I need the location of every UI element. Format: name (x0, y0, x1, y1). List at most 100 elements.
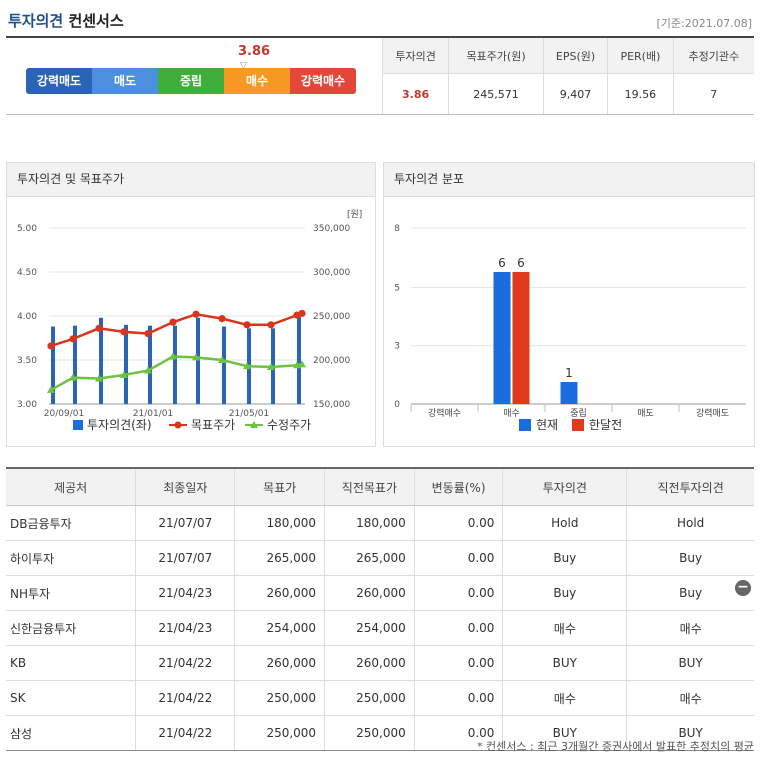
y-right-tick-label: 200,000 (313, 356, 350, 366)
y-right-tick-label: 150,000 (313, 400, 350, 410)
consensus-header: 투자의견 (381, 38, 449, 74)
consensus-header: 추정기관수 (672, 38, 754, 74)
y-tick-label: 0 (394, 400, 400, 410)
table-cell: KB (6, 645, 136, 681)
table-cell: 254,000 (324, 610, 415, 646)
table-cell: 0.00 (413, 575, 503, 611)
scale-buy: 매수 (224, 68, 290, 94)
table-row: 삼성 21/04/22 250,000 250,000 0.00 BUY BUY (6, 715, 754, 751)
target-price-point (95, 324, 103, 332)
column-header: 직전목표가 (324, 467, 415, 506)
table-cell: 매수 (502, 680, 627, 716)
consensus-per-value: 19.56 (607, 73, 674, 115)
table-cell: 180,000 (324, 505, 415, 541)
legend-label: 한달전 (589, 418, 622, 432)
table-cell: 21/07/07 (135, 540, 235, 576)
legend-swatch (519, 419, 531, 431)
table-cell: 250,000 (324, 715, 415, 751)
target-price-point (267, 321, 275, 329)
adjusted-price-line (50, 355, 303, 392)
table-cell: 21/04/22 (135, 715, 235, 751)
target-price-point (298, 309, 306, 317)
opinion-target-chart: 5.00 4.50 4.00 3.50 3.00 350,000 300,000 250,00… (17, 209, 362, 432)
broker-table: 제공처 최종일자 목표가 직전목표가 변동률(%) 투자의견 직전투자의견 DB금융투자 21… (6, 467, 754, 751)
table-cell: 0.00 (413, 680, 503, 716)
opinion-distribution-chart-panel: 투자의견 분포 8 5 3 0 강력매수 매수 6 6 중립 1 매도 강력매도 현재 한달전 (383, 162, 755, 447)
opinion-bar (124, 324, 128, 404)
y-right-tick-label: 300,000 (313, 268, 350, 278)
section-divider (6, 114, 754, 115)
adjusted-price-point (218, 356, 226, 363)
column-header: 직전투자의견 (626, 467, 754, 506)
reference-date: [기준:2021.07.08] (656, 17, 752, 30)
legend-swatch (73, 420, 83, 430)
bar-value-label: 6 (517, 256, 525, 270)
table-cell: 250,000 (324, 680, 415, 716)
target-price-line (50, 312, 303, 348)
table-cell: 0.00 (413, 540, 503, 576)
opinion-target-chart-panel: 투자의견 및 목표주가 5.00 4.50 4.00 3.50 3.00 350,000 3… (6, 162, 376, 447)
consensus-opinion-value: 3.86 (381, 73, 449, 115)
opinion-bar (73, 325, 77, 404)
category-label: 강력매도 (696, 407, 729, 419)
table-cell: 21/04/22 (135, 680, 235, 716)
table-row: DB금융투자 21/07/07 180,000 180,000 0.00 Hold Hold (6, 505, 754, 541)
legend-label: 목표주가 (191, 418, 235, 432)
adjusted-price-point (267, 363, 275, 371)
target-price-point (69, 335, 77, 343)
opinion-bar (222, 326, 226, 404)
column-header: 제공처 (6, 467, 136, 506)
column-header: 목표가 (234, 467, 325, 506)
opinion-bar (99, 317, 103, 404)
category-label: 강력매수 (428, 407, 461, 419)
column-header: 투자의견 (502, 467, 627, 506)
adjusted-price-point (169, 352, 177, 360)
y-tick-label: 5 (394, 283, 400, 293)
table-cell: 0.00 (413, 645, 503, 681)
minus-circle-icon[interactable]: − (735, 580, 751, 596)
target-price-point (169, 318, 177, 326)
x-tick-label: 20/09/01 (44, 409, 84, 419)
y-left-tick-label: 4.00 (17, 312, 37, 322)
adjusted-price-point (298, 360, 306, 368)
legend-label: 수정주가 (267, 418, 311, 432)
table-cell: 260,000 (234, 645, 325, 681)
table-row: 신한금융투자 21/04/23 254,000 254,000 0.00 매수 매수 (6, 610, 754, 646)
table-cell: 21/04/23 (135, 610, 235, 646)
y-tick-label: 8 (394, 224, 400, 234)
adjusted-price-point (47, 385, 55, 393)
table-cell: 265,000 (234, 540, 325, 576)
table-row: SK 21/04/22 250,000 250,000 0.00 매수 매수 (6, 680, 754, 716)
table-cell: Buy (502, 540, 627, 576)
table-cell: BUY (626, 715, 754, 751)
table-cell: Buy (626, 540, 754, 576)
y-left-tick-label: 4.50 (17, 268, 37, 278)
consensus-scale-bar: 강력매도 매도 중립 매수 강력매수 (26, 68, 356, 94)
table-cell: 매수 (626, 680, 754, 716)
header-divider (6, 36, 754, 38)
unit-label: [원] (347, 209, 362, 220)
category-label: 중립 (570, 408, 587, 419)
table-cell: 265,000 (324, 540, 415, 576)
adjusted-price-point (192, 353, 200, 361)
table-cell: Hold (626, 505, 754, 541)
table-cell: 260,000 (324, 645, 415, 681)
bar-value-label: 1 (565, 366, 573, 380)
footnote: * 컨센서스 : 최근 3개월간 증권사에서 발표한 추정치의 평균 (477, 740, 754, 753)
column-header: 변동률(%) (413, 467, 503, 506)
table-cell: 매수 (626, 610, 754, 646)
opinion-bar (173, 325, 177, 404)
target-price-point (218, 315, 226, 323)
table-cell: 삼성 (6, 715, 136, 751)
month-ago-bar (512, 272, 530, 404)
panel-title: 투자의견 분포 (384, 163, 754, 197)
table-cell: 하이투자 (6, 540, 136, 576)
table-cell: 매수 (502, 610, 627, 646)
table-cell: 신한금융투자 (6, 610, 136, 646)
scale-sell: 매도 (92, 68, 158, 94)
target-price-point (47, 342, 55, 350)
category-label: 매수 (503, 408, 520, 419)
table-cell: Hold (502, 505, 627, 541)
legend-label: 현재 (536, 418, 558, 432)
